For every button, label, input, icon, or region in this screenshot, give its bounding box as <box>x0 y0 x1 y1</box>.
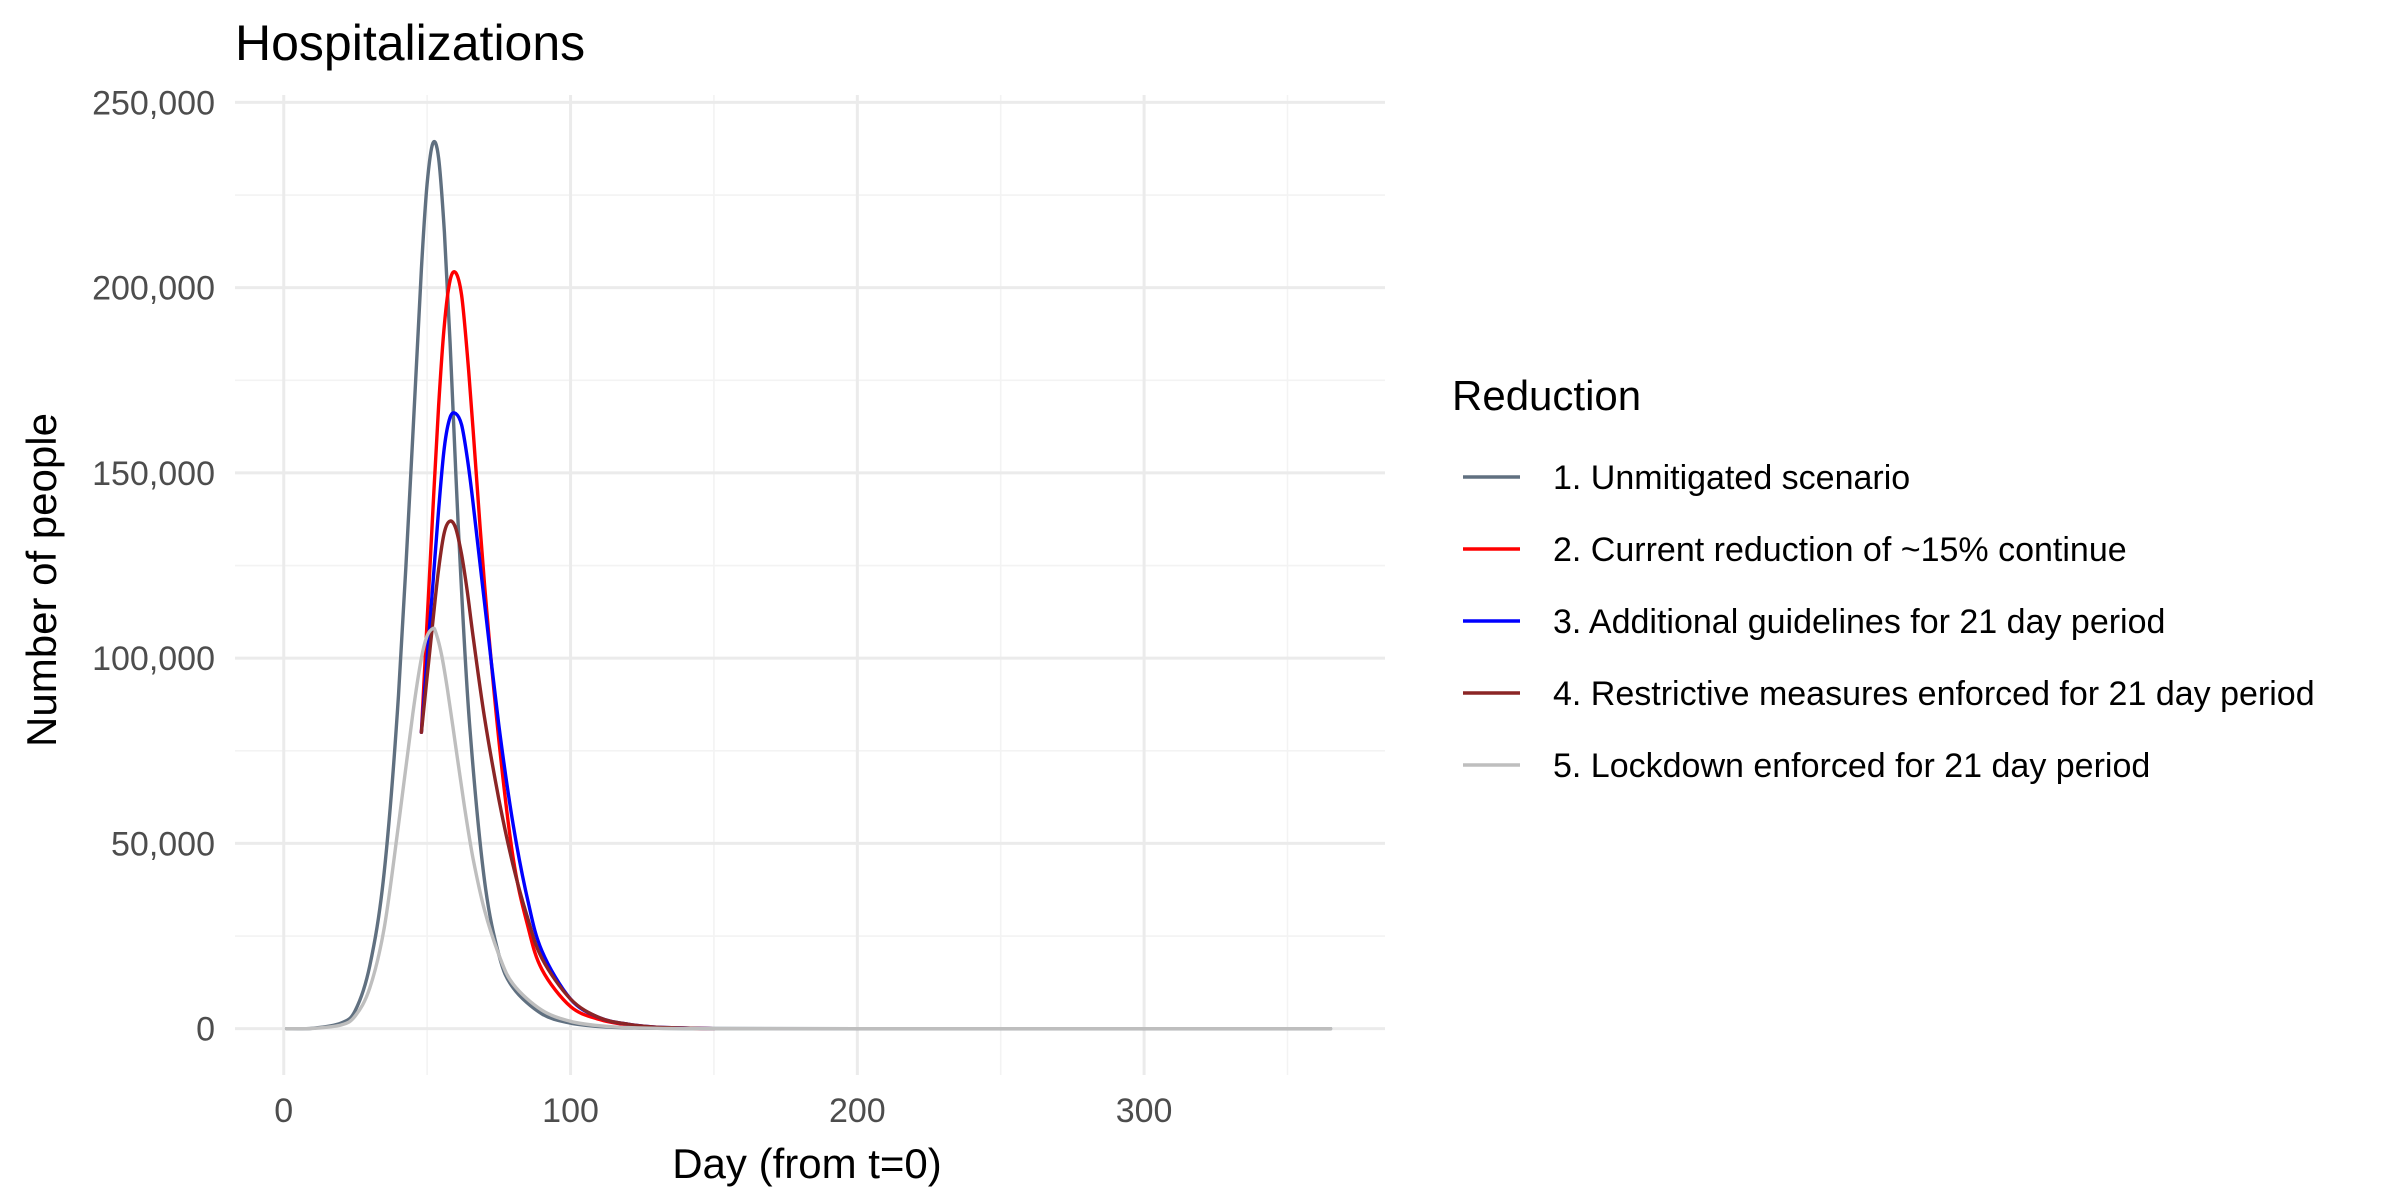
grid <box>235 95 1385 1075</box>
x-axis-title: Day (from t=0) <box>672 1140 942 1187</box>
legend-label: 2. Current reduction of ~15% continue <box>1553 531 2127 569</box>
x-tick-label: 300 <box>1116 1092 1173 1130</box>
legend-label: 1. Unmitigated scenario <box>1553 459 1910 497</box>
y-tick-label: 250,000 <box>92 84 215 122</box>
chart-title: Hospitalizations <box>235 15 585 71</box>
legend-label: 4. Restrictive measures enforced for 21 … <box>1553 675 2315 713</box>
legend-item: 4. Restrictive measures enforced for 21 … <box>1463 675 2315 713</box>
x-tick-label: 100 <box>542 1092 599 1130</box>
y-axis-title: Number of people <box>18 413 65 747</box>
x-axis-ticks: 0 100 200 300 <box>274 1092 1172 1130</box>
y-tick-label: 100,000 <box>92 640 215 678</box>
x-tick-label: 200 <box>829 1092 886 1130</box>
legend-label: 3. Additional guidelines for 21 day peri… <box>1553 603 2165 641</box>
series-layer <box>284 139 1333 1031</box>
y-tick-label: 0 <box>196 1011 215 1049</box>
x-tick-label: 0 <box>274 1092 293 1130</box>
y-axis-ticks: 0 50,000 100,000 150,000 200,000 250,000 <box>92 84 215 1048</box>
series-line-1 <box>284 139 1333 1031</box>
legend-item: 3. Additional guidelines for 21 day peri… <box>1463 603 2165 641</box>
legend-label: 5. Lockdown enforced for 21 day period <box>1553 747 2150 785</box>
legend-item: 5. Lockdown enforced for 21 day period <box>1463 747 2150 785</box>
series-line-4 <box>419 519 716 1031</box>
legend-items: 1. Unmitigated scenario 2. Current reduct… <box>1463 459 2315 785</box>
series-line-5 <box>284 626 1333 1031</box>
y-tick-label: 200,000 <box>92 270 215 308</box>
series-line-2 <box>419 270 716 1031</box>
y-tick-label: 50,000 <box>111 825 215 863</box>
legend-item: 1. Unmitigated scenario <box>1463 459 1910 497</box>
legend-title: Reduction <box>1452 372 1641 419</box>
y-tick-label: 150,000 <box>92 455 215 493</box>
legend: Reduction 1. Unmitigated scenario 2. Curr… <box>1452 372 2315 785</box>
legend-item: 2. Current reduction of ~15% continue <box>1463 531 2127 569</box>
